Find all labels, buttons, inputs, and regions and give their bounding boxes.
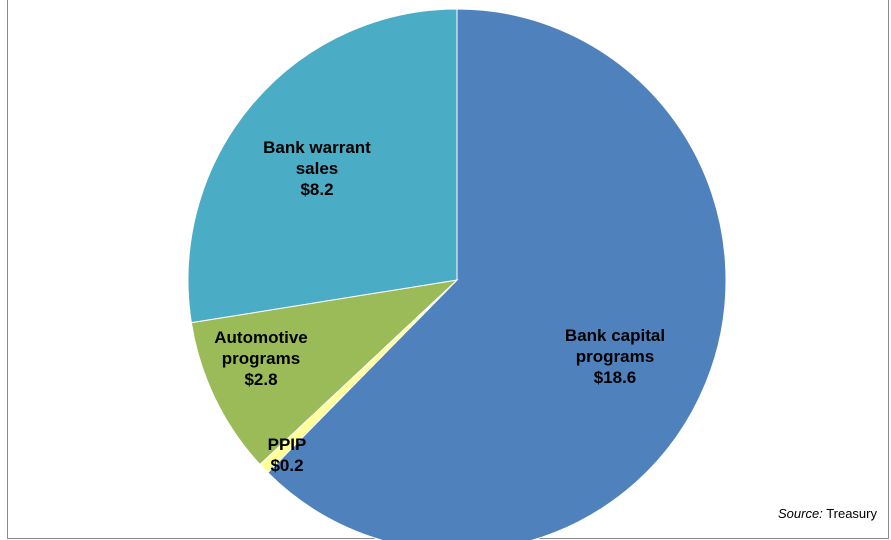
pie-slice-3 (187, 8, 458, 324)
slice-name-line-3-1: sales (296, 159, 339, 178)
slice-name-line-0-0: Bank capital (565, 326, 665, 345)
pie-slice-0 (267, 8, 727, 540)
slice-value-3: $8.2 (300, 180, 333, 199)
pie-slice-2 (190, 279, 459, 466)
slice-name-line-1-0: PPIP (268, 435, 307, 454)
slice-label-3: Bank warrant sales $8.2 (263, 138, 371, 199)
slice-label-0: Bank capital programs $18.6 (565, 326, 665, 387)
slice-value-2: $2.8 (244, 370, 277, 389)
slice-name-line-3-0: Bank warrant (263, 138, 371, 157)
slice-value-0: $18.6 (594, 368, 637, 387)
slice-name-line-2-1: programs (222, 349, 300, 368)
source-key: Source: (777, 506, 823, 521)
source-value: Treasury (826, 506, 877, 521)
slice-name-line-0-1: programs (576, 347, 654, 366)
slice-value-1: $0.2 (270, 456, 303, 475)
slice-label-1: PPIP $0.2 (268, 435, 307, 475)
slice-label-2: Automotive programs $2.8 (214, 328, 308, 389)
slice-name-line-2-0: Automotive (214, 328, 308, 347)
source-note: Source: Treasury (778, 506, 877, 521)
